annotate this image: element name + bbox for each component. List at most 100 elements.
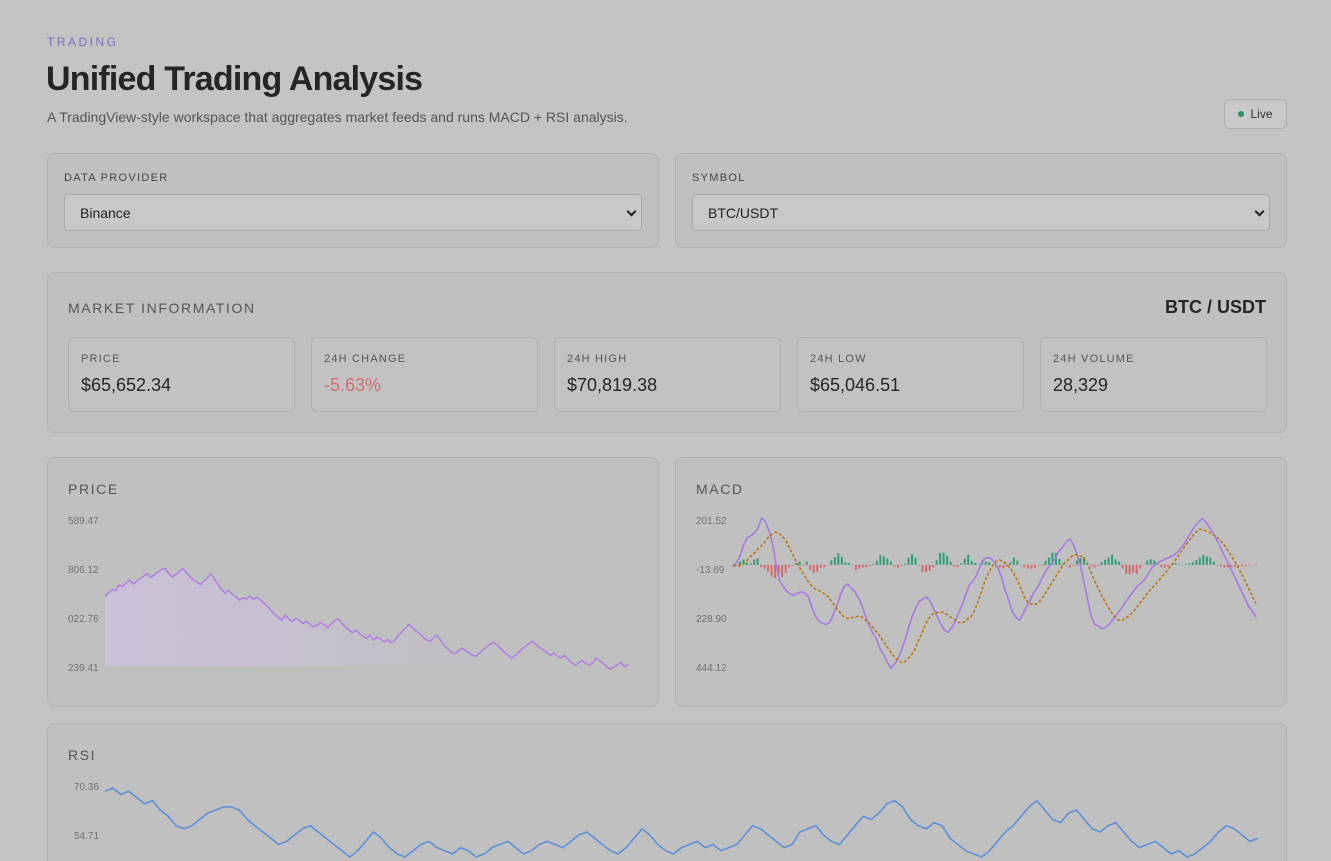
macd-histogram-bar: [1237, 564, 1240, 567]
macd-histogram-bar: [1181, 564, 1184, 566]
macd-histogram-bar: [1132, 564, 1135, 573]
macd-line: [732, 516, 1257, 670]
price-tick-label: 239.41: [68, 663, 99, 674]
macd-histogram-bar: [851, 564, 854, 566]
macd-chart-title: MACD: [696, 481, 744, 497]
macd-histogram-bar: [1230, 564, 1233, 568]
price-chart-panel: PRICE 589.47 806.12 022.76 239.41: [47, 457, 659, 707]
macd-histogram-bar: [1019, 564, 1022, 566]
macd-histogram-bar: [830, 560, 833, 565]
stat-card-24h-low: 24H LOW $65,046.51: [797, 337, 1024, 412]
macd-histogram-bar: [1012, 557, 1015, 565]
macd-histogram-bar: [921, 564, 924, 573]
provider-select[interactable]: Binance: [64, 194, 642, 231]
page-subtitle: A TradingView-style workspace that aggre…: [47, 109, 628, 125]
macd-histogram-bar: [1216, 564, 1219, 566]
macd-histogram-bar: [911, 554, 913, 565]
macd-histogram-bar: [1058, 559, 1061, 565]
stat-value: -5.63%: [324, 375, 382, 395]
macd-histogram-bar: [1128, 564, 1131, 575]
macd-histogram-bar: [795, 563, 798, 565]
price-chart[interactable]: 589.47 806.12 022.76 239.41: [48, 458, 659, 707]
macd-histogram-bar: [1090, 564, 1092, 567]
price-area-fill: [105, 568, 628, 670]
macd-histogram-bar: [928, 564, 931, 571]
stat-card-24h-change: 24H CHANGE -5.63%: [311, 337, 538, 412]
stat-value: 28,329: [1053, 375, 1109, 395]
price-line: [104, 567, 629, 670]
macd-histogram-bar: [1142, 564, 1145, 566]
macd-histogram-bar: [1076, 560, 1078, 565]
macd-histogram-bar: [1212, 561, 1215, 565]
macd-histogram-bar: [949, 561, 952, 565]
symbol-select-value: BTC/USDT: [708, 204, 778, 221]
macd-histogram-bar: [735, 564, 738, 566]
macd-histogram-bar: [1184, 564, 1187, 565]
macd-histogram-bar: [1241, 564, 1243, 566]
macd-histogram-bar: [784, 564, 787, 573]
rsi-chart-panel: RSI 70.36 54.71: [47, 723, 1287, 861]
macd-histogram-bar: [1255, 564, 1257, 566]
provider-select-value: Binance: [80, 204, 131, 221]
macd-histogram-bar: [840, 556, 843, 565]
macd-histogram-bar: [746, 562, 748, 565]
macd-histogram-bar: [777, 564, 780, 575]
macd-histogram-bar: [1023, 564, 1026, 568]
stat-label: 24H CHANGE: [324, 353, 407, 365]
macd-histogram-bar: [977, 564, 980, 566]
stat-label: 24H HIGH: [567, 353, 628, 365]
live-dot-icon: [1238, 111, 1245, 117]
macd-histogram-bar: [1047, 557, 1050, 565]
macd-histogram-bar: [925, 564, 928, 573]
macd-histogram-bar: [1149, 559, 1152, 565]
macd-tick-label: 228.90: [696, 614, 727, 625]
provider-label: DATA PROVIDER: [64, 172, 169, 184]
macd-histogram-bar: [763, 564, 766, 569]
macd-histogram-bar: [1005, 564, 1008, 567]
macd-histogram-bar: [1205, 556, 1208, 565]
macd-histogram-bar: [914, 558, 917, 565]
macd-histogram-bar: [1065, 564, 1068, 566]
macd-histogram-bar: [942, 552, 945, 565]
chevron-down-icon: [1254, 206, 1265, 217]
macd-histogram-bar: [1104, 559, 1107, 565]
macd-histogram-bar: [1040, 564, 1043, 566]
macd-histogram-bar: [791, 564, 794, 566]
macd-histogram-bar: [893, 564, 896, 567]
macd-histogram-bar: [861, 564, 864, 568]
macd-histogram-bar: [1223, 564, 1226, 568]
price-tick-label: 589.47: [68, 516, 99, 527]
rsi-chart[interactable]: 70.36 54.71: [48, 724, 1287, 861]
macd-histogram-bar: [781, 564, 784, 578]
symbol-select[interactable]: BTC/USDT: [692, 194, 1270, 231]
macd-histogram-bar: [739, 561, 741, 565]
macd-histogram-bar: [1174, 563, 1177, 565]
macd-histogram-bar: [812, 564, 815, 573]
macd-histogram-bar: [1153, 560, 1156, 565]
provider-panel: DATA PROVIDER Binance: [47, 153, 659, 248]
macd-histogram-bar: [1051, 552, 1054, 565]
macd-histogram-bar: [1195, 560, 1198, 565]
macd-histogram-bar: [1188, 563, 1191, 565]
price-chart-title: PRICE: [68, 481, 119, 497]
macd-tick-label: 201.52: [696, 516, 727, 527]
macd-histogram-bar: [1037, 564, 1040, 566]
macd-histogram-bar: [1209, 557, 1212, 565]
stat-card-24h-high: 24H HIGH $70,819.38: [554, 337, 781, 412]
macd-histogram-bar: [935, 560, 938, 565]
macd-histogram-bar: [826, 564, 829, 566]
rsi-tick-label: 70.36: [74, 782, 99, 793]
stat-label: 24H VOLUME: [1053, 353, 1135, 365]
macd-histogram-bar: [749, 563, 752, 565]
macd-histogram-bar: [879, 555, 882, 565]
macd-histogram-bar: [742, 559, 745, 565]
macd-histogram-bar: [939, 553, 942, 565]
market-information-panel: MARKET INFORMATION BTC / USDT PRICE $65,…: [47, 272, 1287, 433]
macd-histogram-bar: [1244, 564, 1247, 566]
macd-histogram-bar: [865, 564, 868, 568]
macd-histogram-bar: [946, 556, 949, 565]
macd-tick-label: 444.12: [696, 663, 727, 674]
macd-histogram-bar: [788, 564, 791, 568]
macd-histogram-bar: [833, 557, 836, 565]
macd-chart[interactable]: 201.52 -13.69 228.90 444.12: [676, 458, 1287, 707]
